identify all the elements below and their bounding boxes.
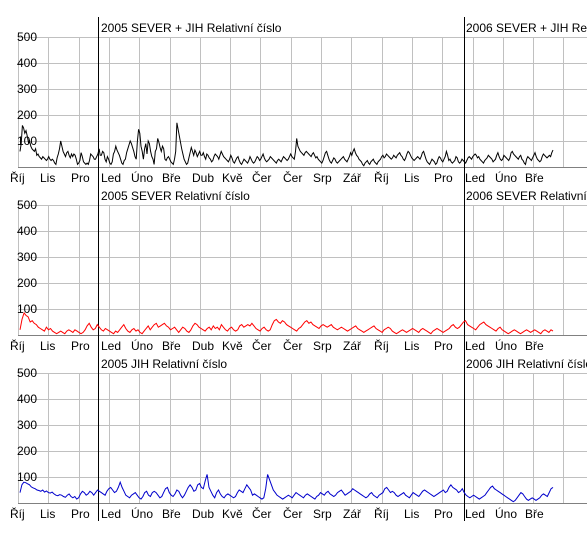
x-tick-label: Bře — [525, 339, 544, 353]
x-tick-label: Říj — [10, 506, 25, 521]
x-tick-label: Úno — [131, 506, 153, 521]
y-tick-label: 400 — [17, 392, 37, 406]
x-tick-label: Srp — [313, 507, 332, 521]
y-tick-label: 400 — [17, 224, 37, 238]
x-tick-label: Dub — [192, 507, 214, 521]
y-tick-label: 300 — [17, 82, 37, 96]
series-line-1 — [19, 311, 554, 335]
x-tick-label: Říj — [374, 338, 389, 353]
x-tick-label: Úno — [495, 170, 517, 185]
x-tick-label: Led — [465, 507, 485, 521]
x-tick-label: Čer — [283, 170, 302, 185]
chart-panel-2: 500 400 300 200 100 2005 SEVER Relativní čísl… — [10, 185, 587, 353]
x-tick-label: Říj — [10, 170, 25, 185]
x-tick-label: Lis — [40, 171, 55, 185]
y-tick-label: 300 — [17, 250, 37, 264]
x-tick-label: Lis — [404, 507, 419, 521]
series-line-1 — [19, 122, 554, 167]
x-tick-label: Bře — [162, 171, 181, 185]
x-tick-label: Lis — [404, 339, 419, 353]
x-tick-label: Pro — [434, 339, 453, 353]
x-tick-label: Říj — [10, 338, 25, 353]
y-tick-label: 500 — [17, 366, 37, 380]
y-tick-label: 300 — [17, 418, 37, 432]
x-tick-label: Led — [465, 339, 485, 353]
y-tick-label: 100 — [17, 302, 37, 316]
chart-title-2006: 2006 SEVER Relativní číslo — [466, 189, 587, 203]
x-tick-label: Čer — [252, 170, 271, 185]
x-tick-label: Čer — [283, 338, 302, 353]
chart-title-2005: 2005 SEVER + JIH Relativní číslo — [101, 21, 282, 35]
x-tick-label: Lis — [40, 507, 55, 521]
x-tick-label: Kvě — [222, 339, 243, 353]
x-tick-label: Led — [101, 507, 121, 521]
x-tick-label: Dub — [192, 339, 214, 353]
x-tick-label: Lis — [40, 339, 55, 353]
x-tick-label: Pro — [434, 507, 453, 521]
x-tick-label: Pro — [71, 171, 90, 185]
x-tick-label: Zář — [343, 171, 362, 185]
x-tick-label: Led — [101, 171, 121, 185]
chart-title-2005: 2005 SEVER Relativní číslo — [101, 189, 250, 203]
x-tick-label: Pro — [71, 339, 90, 353]
x-tick-label: Čer — [252, 338, 271, 353]
y-tick-label: 200 — [17, 276, 37, 290]
x-tick-label: Kvě — [222, 171, 243, 185]
chart-title-2005: 2005 JIH Relativní číslo — [101, 357, 227, 371]
chart-title-2006: 2006 SEVER + JIH Relativní číslo — [466, 21, 587, 35]
y-tick-label: 100 — [17, 470, 37, 484]
chart-panel-3: 500 400 300 200 100 2005 JIH Relativní číslo 2… — [10, 353, 587, 521]
chart-title-2006: 2006 JIH Relativní číslo — [466, 357, 587, 371]
x-tick-label: Pro — [434, 171, 453, 185]
x-tick-label: Čer — [283, 506, 302, 521]
x-tick-label: Bře — [162, 507, 181, 521]
y-tick-label: 500 — [17, 30, 37, 44]
x-tick-label: Pro — [71, 507, 90, 521]
x-tick-label: Led — [101, 339, 121, 353]
x-tick-label: Úno — [131, 338, 153, 353]
y-tick-label: 200 — [17, 444, 37, 458]
x-tick-label: Říj — [374, 506, 389, 521]
x-tick-label: Bře — [525, 507, 544, 521]
x-tick-label: Úno — [495, 506, 517, 521]
x-tick-label: Zář — [343, 339, 362, 353]
x-tick-label: Říj — [374, 170, 389, 185]
y-tick-label: 200 — [17, 108, 37, 122]
y-tick-label: 500 — [17, 198, 37, 212]
x-tick-label: Úno — [495, 338, 517, 353]
series-line-1 — [19, 474, 554, 503]
y-tick-label: 400 — [17, 56, 37, 70]
x-tick-label: Zář — [343, 507, 362, 521]
x-tick-label: Srp — [313, 171, 332, 185]
x-tick-label: Led — [465, 171, 485, 185]
x-tick-label: Bře — [525, 171, 544, 185]
x-tick-label: Úno — [131, 170, 153, 185]
x-tick-label: Čer — [252, 506, 271, 521]
x-tick-label: Srp — [313, 339, 332, 353]
x-tick-label: Kvě — [222, 507, 243, 521]
x-tick-label: Lis — [404, 171, 419, 185]
x-tick-label: Dub — [192, 171, 214, 185]
x-tick-label: Bře — [162, 339, 181, 353]
